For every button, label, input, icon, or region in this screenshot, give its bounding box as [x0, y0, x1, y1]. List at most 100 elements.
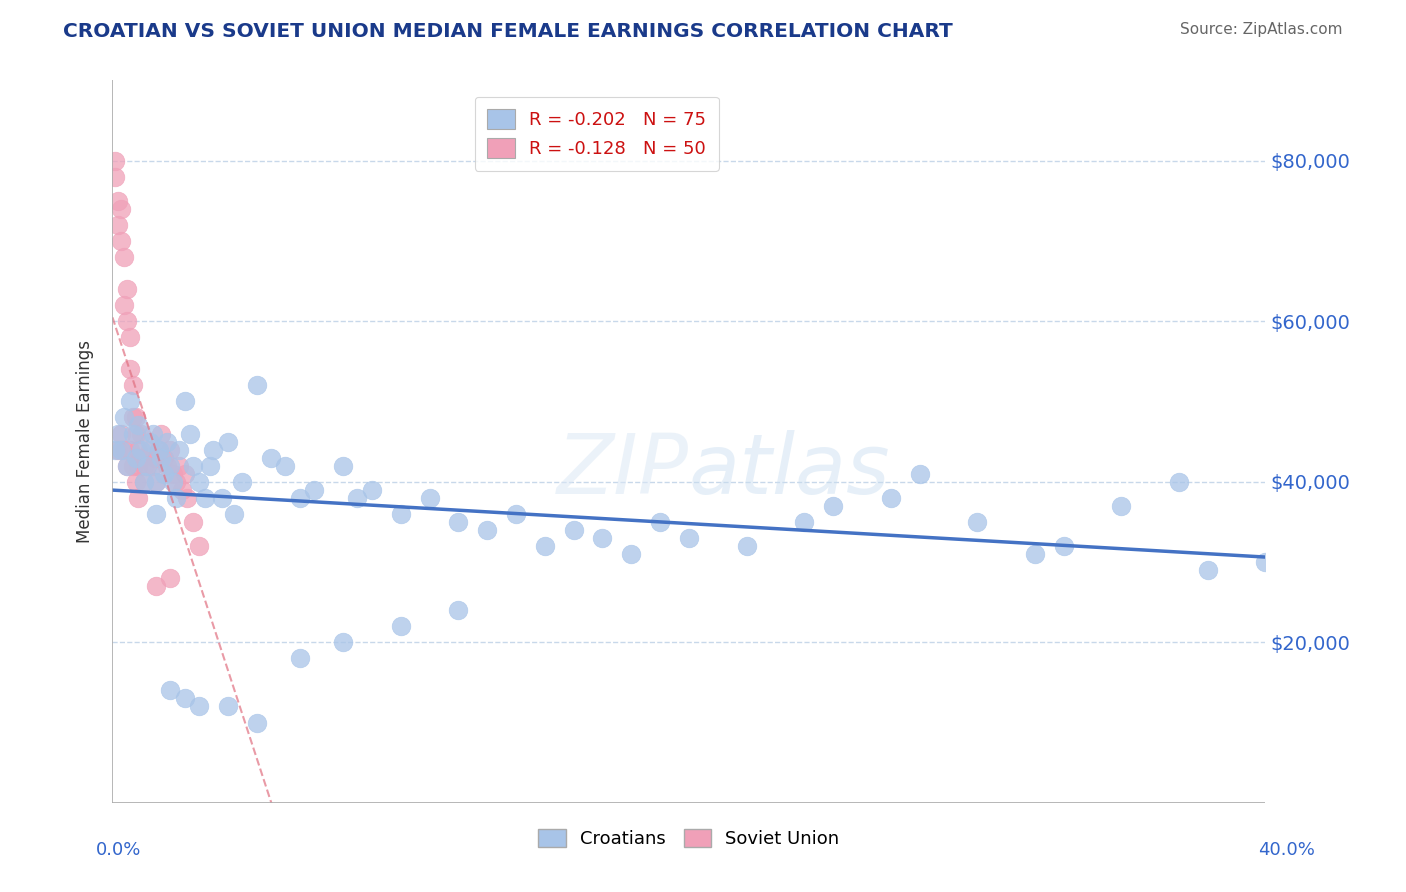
Point	[121, 458, 143, 473]
Point	[620, 547, 643, 561]
Point	[118, 362, 141, 376]
Text: ZIP: ZIP	[557, 430, 689, 511]
Point	[1167, 475, 1189, 489]
Point	[112, 442, 135, 457]
Legend: Croatians, Soviet Union: Croatians, Soviet Union	[531, 822, 846, 855]
Point	[159, 442, 181, 457]
Point	[188, 539, 211, 553]
Point	[360, 483, 382, 497]
Y-axis label: Median Female Earnings: Median Female Earnings	[76, 340, 94, 543]
Point	[121, 378, 143, 392]
Point	[222, 507, 245, 521]
Point	[115, 458, 138, 473]
Point	[124, 475, 146, 489]
Point	[159, 458, 181, 473]
Point	[908, 467, 931, 481]
Point	[288, 651, 311, 665]
Point	[793, 515, 815, 529]
Point	[304, 483, 326, 497]
Point	[145, 475, 167, 489]
Point	[592, 531, 614, 545]
Point	[124, 410, 146, 425]
Point	[139, 434, 162, 449]
Point	[127, 418, 149, 433]
Point	[162, 467, 184, 481]
Point	[150, 426, 173, 441]
Point	[127, 442, 149, 457]
Point	[966, 515, 988, 529]
Point	[124, 426, 146, 441]
Point	[194, 491, 217, 505]
Point	[181, 458, 204, 473]
Point	[121, 426, 143, 441]
Point	[107, 218, 129, 232]
Point	[145, 579, 167, 593]
Point	[148, 442, 170, 457]
Point	[231, 475, 253, 489]
Point	[475, 523, 499, 537]
Text: 40.0%: 40.0%	[1258, 840, 1315, 858]
Point	[115, 458, 138, 473]
Point	[821, 499, 844, 513]
Point	[129, 442, 153, 457]
Point	[1024, 547, 1046, 561]
Point	[127, 458, 149, 473]
Text: CROATIAN VS SOVIET UNION MEDIAN FEMALE EARNINGS CORRELATION CHART: CROATIAN VS SOVIET UNION MEDIAN FEMALE E…	[63, 22, 953, 41]
Point	[134, 475, 156, 489]
Point	[332, 635, 354, 649]
Point	[159, 683, 181, 698]
Point	[202, 442, 225, 457]
Point	[134, 458, 156, 473]
Point	[142, 426, 165, 441]
Point	[179, 426, 201, 441]
Point	[505, 507, 527, 521]
Point	[153, 467, 176, 481]
Point	[156, 458, 179, 473]
Point	[104, 169, 127, 184]
Point	[678, 531, 700, 545]
Point	[118, 394, 141, 409]
Point	[110, 202, 132, 216]
Point	[107, 442, 129, 457]
Point	[200, 458, 222, 473]
Point	[167, 458, 190, 473]
Point	[156, 434, 179, 449]
Point	[274, 458, 297, 473]
Point	[346, 491, 368, 505]
Point	[136, 458, 159, 473]
Point	[211, 491, 233, 505]
Point	[735, 539, 758, 553]
Point	[142, 458, 165, 473]
Point	[107, 194, 129, 208]
Point	[129, 426, 153, 441]
Point	[139, 442, 162, 457]
Point	[145, 450, 167, 465]
Point	[1053, 539, 1076, 553]
Point	[173, 691, 195, 706]
Point	[121, 410, 143, 425]
Point	[110, 426, 132, 441]
Text: atlas: atlas	[689, 430, 890, 511]
Point	[188, 475, 211, 489]
Point	[112, 410, 135, 425]
Point	[112, 298, 135, 312]
Point	[534, 539, 557, 553]
Point	[134, 475, 156, 489]
Point	[389, 619, 412, 633]
Point	[447, 603, 470, 617]
Point	[136, 458, 159, 473]
Point	[419, 491, 441, 505]
Point	[145, 475, 167, 489]
Point	[127, 491, 149, 505]
Point	[150, 450, 173, 465]
Point	[173, 467, 195, 481]
Point	[162, 475, 184, 489]
Point	[124, 450, 146, 465]
Point	[880, 491, 903, 505]
Point	[1197, 563, 1219, 577]
Point	[170, 483, 193, 497]
Point	[165, 491, 187, 505]
Point	[153, 450, 176, 465]
Point	[389, 507, 412, 521]
Text: Source: ZipAtlas.com: Source: ZipAtlas.com	[1180, 22, 1343, 37]
